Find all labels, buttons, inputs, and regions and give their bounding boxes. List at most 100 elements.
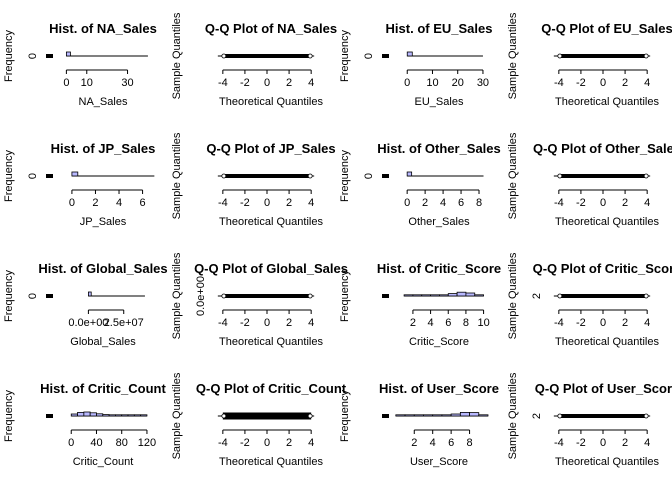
x-tick-label: -2 [240,77,250,89]
x-tick-label: 8 [463,317,469,329]
x-tick-label: 2 [622,437,628,449]
x-tick-label: 4 [308,317,314,329]
x-tick-label: 2 [286,77,292,89]
histogram-bar [89,412,97,417]
x-tick-label: 0 [600,197,606,209]
chart-panel-6: Q-Q Plot of JP_Sales -4 -2 0 2 4 Theoretical Q… [171,132,336,228]
x-tick-label: -4 [218,437,228,449]
histogram-bar [450,413,461,417]
x-tick-label: 2 [422,197,428,209]
chart-panel-8: Q-Q Plot of Other_Sales -4 -2 0 2 4 Theoretica… [507,132,672,228]
histogram-bar [395,414,406,417]
chart-title: Q-Q Plot of Global_Sales [194,261,348,276]
chart-title: Q-Q Plot of Critic_Count [196,381,347,396]
chart-panel-5: Hist. of JP_Sales 0 2 4 6 JP_Sales Frequency 0 [3,141,155,228]
x-axis-label: EU_Sales [415,96,464,108]
x-axis-label: Theoretical Quantiles [555,216,659,228]
qq-point-end [221,53,227,59]
chart-title: Q-Q Plot of Critic_Score [533,261,672,276]
x-tick-label: 0 [600,317,606,329]
histogram-bar [432,414,443,417]
y-axis-label: Sample Quantiles [171,12,183,99]
y-axis-label: Frequency [3,390,15,442]
histogram-bar [127,414,135,417]
y-tick-label: 2 [531,413,543,419]
x-tick-label: -2 [240,437,250,449]
histogram-bar [77,412,85,417]
x-tick-label: 2 [622,77,628,89]
x-tick-label: 80 [116,437,128,449]
x-axis-label: Theoretical Quantiles [219,96,323,108]
x-tick-label: 0 [264,77,270,89]
x-tick-label: 2 [410,317,416,329]
x-tick-label: 2 [622,317,628,329]
chart-title: Hist. of Critic_Count [40,381,166,396]
y-tick-label: 0 [363,53,375,59]
x-tick-label: 8 [476,197,482,209]
x-tick-label: 0 [600,77,606,89]
histogram-bar [447,293,458,297]
y-axis-label: Sample Quantiles [171,132,183,219]
x-tick-label: 120 [138,437,156,449]
y-axis-label: Frequency [3,270,15,322]
x-axis-label: Global_Sales [70,336,136,348]
x-tick-label: 6 [445,317,451,329]
x-tick-label: 0 [69,197,75,209]
histogram-bar [423,414,434,417]
histogram-bar [71,171,79,177]
x-tick-label: 10 [426,77,438,89]
chart-panel-3: Hist. of EU_Sales 0 10 20 30 EU_Sales Frequenc… [339,21,492,108]
y-tick-label: 0 [27,293,39,299]
x-tick-label: -4 [554,317,564,329]
x-tick-label: 20 [452,77,464,89]
y-tick-label: 2 [531,293,543,299]
qq-point-end [307,53,313,59]
histogram-bar [456,291,467,297]
x-tick-label: 0 [264,197,270,209]
x-tick-label: -2 [576,437,586,449]
chart-panel-4: Q-Q Plot of EU_Sales -4 -2 0 2 4 Theoretical Q… [507,12,672,108]
histogram-bar [469,412,480,417]
x-axis-label: Critic_Score [409,336,469,348]
x-axis-label: NA_Sales [79,96,128,108]
chart-title: Hist. of Other_Sales [377,141,501,156]
x-tick-label: 2 [286,317,292,329]
x-tick-label: 0 [68,437,74,449]
histogram-bar [465,292,476,297]
y-axis-label: Sample Quantiles [507,12,519,99]
x-tick-label: 2 [411,437,417,449]
x-tick-label: 30 [121,77,133,89]
x-axis-label: JP_Sales [80,216,127,228]
histogram-bar [403,294,414,297]
x-tick-label: -2 [240,197,250,209]
y-tick-label: 0 [27,53,39,59]
x-tick-label: 4 [308,197,314,209]
histogram-bar [140,414,148,417]
x-tick-label: 40 [90,437,102,449]
y-axis-label: Sample Quantiles [171,252,183,339]
chart-panel-11: Hist. of Critic_Score 2 4 6 8 10 Critic_Score F… [339,261,501,348]
chart-panel-2: Q-Q Plot of NA_Sales -4 -2 0 2 4 Theoretical Q… [171,12,337,108]
chart-panel-14: Q-Q Plot of Critic_Count -4 -2 0 2 4 Theoretic… [171,372,347,468]
y-tick-label: 0 [27,173,39,179]
x-tick-label: -2 [576,77,586,89]
histogram-bar [108,414,116,417]
x-tick-label: 4 [428,317,434,329]
histogram-bar [421,294,431,297]
x-tick-label: 0 [264,317,270,329]
histogram-bar [406,171,413,177]
chart-panel-13: Hist. of Critic_Count 0 40 80 120 Critic_Coun… [3,381,166,468]
chart-panel-10: Q-Q Plot of Global_Sales -4 -2 0 2 4 Theoretic… [171,252,348,348]
x-axis-label: Theoretical Quantiles [219,456,323,468]
x-tick-label: 4 [644,77,650,89]
x-axis-label: User_Score [410,456,468,468]
x-tick-label: -2 [240,317,250,329]
chart-title: Q-Q Plot of EU_Sales [541,21,672,36]
histogram-bar [404,414,415,417]
qq-point-end [221,413,227,419]
chart-panel-9: Hist. of Global_Sales 0.0e+002.5e+07 Globa… [3,261,168,348]
x-axis-label: Theoretical Quantiles [555,456,659,468]
x-tick-label: 8 [467,437,473,449]
chart-title: Hist. of NA_Sales [49,21,157,36]
